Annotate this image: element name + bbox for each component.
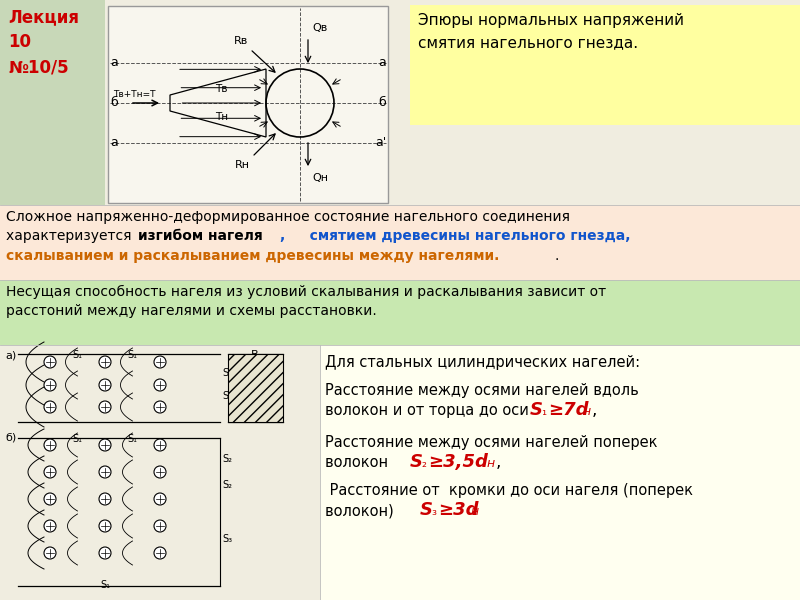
Bar	[228, 354, 283, 422]
Text: а: а	[378, 56, 386, 70]
Text: н: н	[583, 405, 591, 418]
Circle shape	[44, 466, 56, 478]
Text: характеризуется: характеризуется	[6, 229, 136, 243]
Circle shape	[99, 520, 111, 532]
Text: ≥3,5d: ≥3,5d	[428, 453, 488, 471]
Text: а': а'	[374, 136, 386, 149]
Text: Для стальных цилиндрических нагелей:: Для стальных цилиндрических нагелей:	[325, 355, 640, 370]
Text: ,: ,	[496, 453, 502, 471]
FancyBboxPatch shape	[0, 205, 800, 280]
Text: Расстояние от  кромки до оси нагеля (поперек: Расстояние от кромки до оси нагеля (попе…	[325, 483, 693, 498]
Circle shape	[44, 401, 56, 413]
Circle shape	[154, 401, 166, 413]
Text: S₁: S₁	[127, 434, 138, 444]
Text: ,: ,	[592, 401, 598, 419]
Circle shape	[44, 439, 56, 451]
Text: Расстояние между осями нагелей поперек: Расстояние между осями нагелей поперек	[325, 435, 658, 450]
Circle shape	[99, 493, 111, 505]
Text: S₂: S₂	[222, 391, 232, 401]
Circle shape	[154, 547, 166, 559]
Text: а: а	[110, 56, 118, 70]
Circle shape	[99, 547, 111, 559]
Text: Сложное напряженно-деформированное состояние нагельного соединения: Сложное напряженно-деформированное состо…	[6, 210, 570, 224]
Text: а: а	[110, 136, 118, 149]
Text: S₂: S₂	[222, 481, 232, 491]
Text: волокон: волокон	[325, 455, 406, 470]
Text: S: S	[420, 501, 433, 519]
Text: Rн: Rн	[235, 160, 250, 170]
Circle shape	[154, 493, 166, 505]
Text: Расстояние между осями нагелей вдоль: Расстояние между осями нагелей вдоль	[325, 383, 638, 398]
Circle shape	[44, 547, 56, 559]
Circle shape	[154, 466, 166, 478]
Text: Тв: Тв	[215, 84, 227, 94]
Text: S₂: S₂	[222, 368, 232, 379]
Circle shape	[99, 466, 111, 478]
Text: б): б)	[5, 432, 16, 442]
Text: S₁: S₁	[73, 434, 82, 444]
Text: б: б	[110, 97, 118, 109]
Text: B: B	[251, 350, 259, 360]
Text: ₃: ₃	[431, 505, 436, 518]
Text: н: н	[487, 457, 495, 470]
Text: Тв+Тн=Т: Тв+Тн=Т	[113, 90, 155, 99]
Text: ₂: ₂	[421, 457, 426, 470]
Text: Qн: Qн	[312, 173, 328, 183]
Circle shape	[44, 520, 56, 532]
FancyBboxPatch shape	[0, 280, 800, 345]
FancyBboxPatch shape	[320, 345, 800, 600]
Text: б: б	[378, 97, 386, 109]
Text: Лекция
10
№10/5: Лекция 10 №10/5	[8, 8, 79, 76]
Circle shape	[44, 356, 56, 368]
Text: Rв: Rв	[234, 36, 248, 46]
Text: S₁: S₁	[73, 350, 82, 360]
Text: S₁: S₁	[100, 580, 110, 590]
Text: Тн: Тн	[215, 112, 228, 122]
Text: н: н	[471, 505, 479, 518]
Text: расстоний между нагелями и схемы расстановки.: расстоний между нагелями и схемы расстан…	[6, 304, 377, 318]
Text: ≥3d: ≥3d	[438, 501, 478, 519]
FancyBboxPatch shape	[0, 345, 320, 600]
Circle shape	[44, 493, 56, 505]
Text: S: S	[410, 453, 423, 471]
FancyBboxPatch shape	[0, 0, 105, 205]
Circle shape	[154, 439, 166, 451]
Circle shape	[44, 379, 56, 391]
Text: изгибом нагеля: изгибом нагеля	[138, 229, 262, 243]
Text: а): а)	[5, 351, 16, 361]
Text: ≥7d: ≥7d	[548, 401, 589, 419]
Circle shape	[154, 356, 166, 368]
Text: волокон и от торца до оси: волокон и от торца до оси	[325, 403, 534, 418]
Circle shape	[99, 356, 111, 368]
Text: Несущая способность нагеля из условий скалывания и раскалывания зависит от: Несущая способность нагеля из условий ск…	[6, 285, 606, 299]
Circle shape	[154, 520, 166, 532]
Text: волокон): волокон)	[325, 503, 412, 518]
Text: S₂: S₂	[222, 454, 232, 463]
Text: ,     смятием древесины нагельного гнезда,: , смятием древесины нагельного гнезда,	[280, 229, 630, 243]
Text: скалыванием и раскалыванием древесины между нагелями.: скалыванием и раскалыванием древесины ме…	[6, 249, 499, 263]
Circle shape	[99, 379, 111, 391]
FancyBboxPatch shape	[108, 6, 388, 203]
Text: S₃: S₃	[222, 535, 232, 545]
Text: Qв: Qв	[312, 23, 327, 33]
Circle shape	[99, 401, 111, 413]
Text: S: S	[530, 401, 543, 419]
Text: Эпюры нормальных напряжений
смятия нагельного гнезда.: Эпюры нормальных напряжений смятия нагел…	[418, 13, 684, 50]
Circle shape	[154, 379, 166, 391]
Text: S₁: S₁	[127, 350, 138, 360]
Text: .: .	[554, 249, 558, 263]
FancyBboxPatch shape	[410, 5, 800, 125]
Text: ₁: ₁	[541, 405, 546, 418]
Circle shape	[99, 439, 111, 451]
